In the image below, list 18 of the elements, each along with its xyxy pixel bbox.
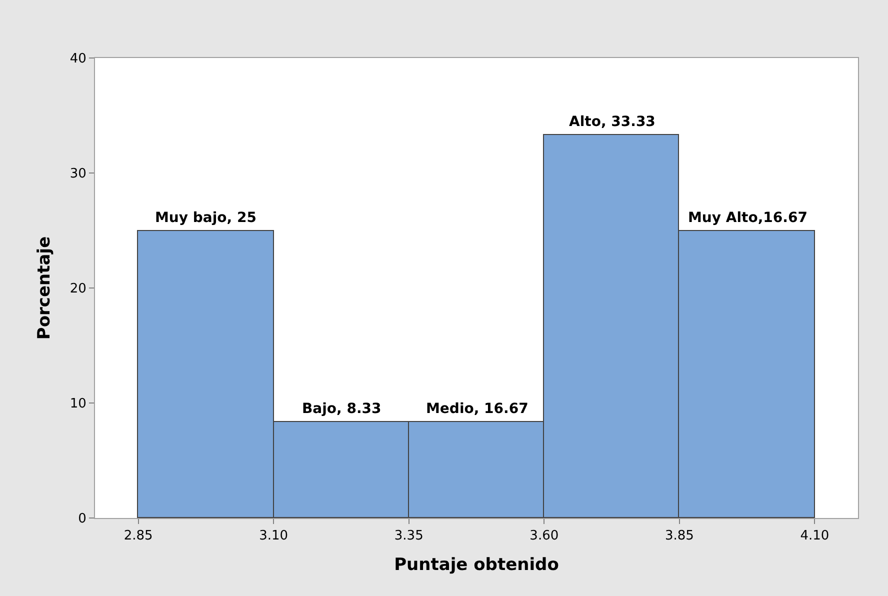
x-tick-label: 3.85	[664, 528, 694, 544]
x-tick-label: 3.60	[530, 528, 559, 544]
y-axis-title: Porcentaje	[34, 236, 54, 340]
x-tick-label: 3.10	[259, 528, 288, 544]
x-tick-label: 2.85	[124, 528, 153, 544]
y-tick-label: 40	[70, 52, 86, 67]
annotation: Bajo, 8.33	[302, 401, 382, 417]
annotation: Muy Alto,16.67	[688, 210, 808, 226]
y-tick-label: 30	[70, 166, 86, 182]
annotation: Muy bajo, 25	[155, 210, 256, 226]
x-axis-title: Puntaje obtenido	[394, 555, 559, 575]
annotation: Alto, 33.33	[569, 114, 656, 130]
y-tick-label: 0	[78, 512, 86, 527]
annotation: Medio, 16.67	[426, 401, 528, 417]
x-tick-label: 4.10	[800, 528, 830, 544]
x-tick-label: 3.35	[394, 528, 424, 544]
y-tick-label: 10	[70, 396, 86, 412]
y-tick-label: 20	[70, 282, 86, 297]
